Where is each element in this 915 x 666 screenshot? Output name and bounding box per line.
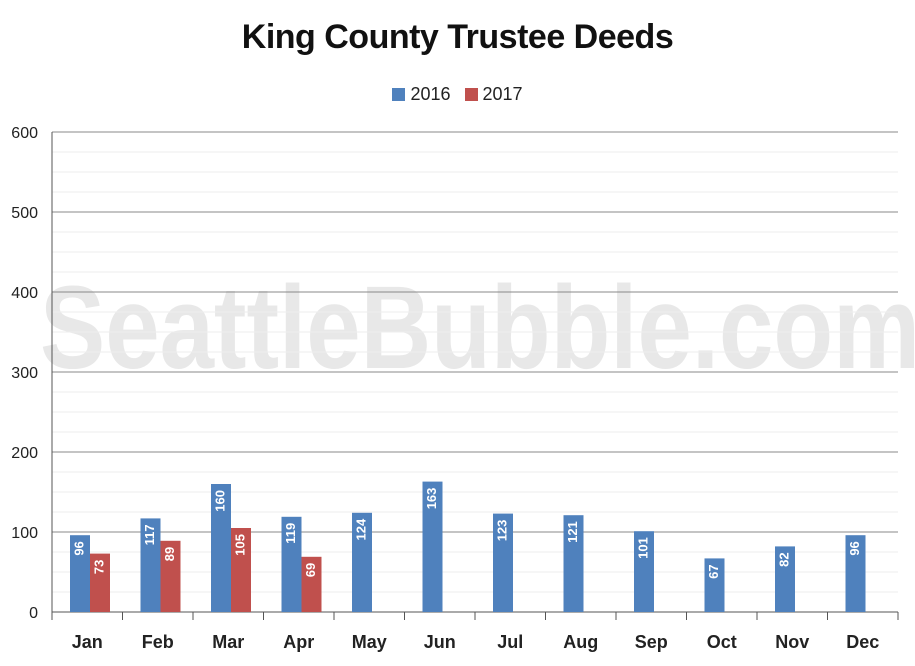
y-tick-label: 600 <box>11 125 38 142</box>
data-label: 73 <box>91 560 106 574</box>
y-tick-label: 300 <box>11 365 38 382</box>
x-tick-label: Sep <box>635 632 668 652</box>
x-tick-label: Nov <box>775 632 809 652</box>
bar-2017-Feb <box>160 540 181 612</box>
data-label: 96 <box>71 541 86 555</box>
data-label: 89 <box>162 547 177 561</box>
bar-2016-Oct <box>704 558 725 612</box>
x-tick-label: Jan <box>72 632 103 652</box>
x-tick-label: Oct <box>707 632 737 652</box>
data-label: 117 <box>142 524 157 545</box>
y-tick-label: 200 <box>11 445 38 462</box>
x-tick-label: Aug <box>563 632 598 652</box>
y-tick-label: 400 <box>11 285 38 302</box>
watermark: SeattleBubble.com <box>40 262 915 394</box>
bar-2016-Sep <box>634 531 654 612</box>
data-label: 67 <box>706 564 721 578</box>
bar-2016-Feb <box>140 518 161 612</box>
data-label: 96 <box>847 541 862 555</box>
x-tick-label: Mar <box>212 632 244 652</box>
legend-swatch-2016 <box>392 88 406 101</box>
bar-2016-Apr <box>281 516 302 612</box>
legend-item-2017: 2017 <box>464 84 523 105</box>
bar-2016-Mar <box>211 484 231 612</box>
data-label: 82 <box>776 552 791 566</box>
legend-swatch-2017 <box>464 88 478 101</box>
x-tick-label: Jul <box>497 632 523 652</box>
bar-2016-Jan <box>70 535 90 612</box>
x-tick-label: May <box>352 632 387 652</box>
x-tick-label: Feb <box>142 632 174 652</box>
bar-2016-Aug <box>563 515 584 612</box>
data-label: 163 <box>424 488 439 510</box>
legend-label-2016: 2016 <box>410 84 451 104</box>
bar-2016-May <box>352 512 372 612</box>
legend-label-2017: 2017 <box>482 84 523 104</box>
data-label: 160 <box>212 490 227 512</box>
bar-2017-Mar <box>231 528 251 612</box>
data-label: 123 <box>494 520 509 542</box>
bar-2017-Jan <box>90 553 110 612</box>
bar-2016-Jul <box>493 513 513 612</box>
x-tick-label: Jun <box>424 632 456 652</box>
data-label: 69 <box>303 563 318 577</box>
data-label: 105 <box>232 534 247 556</box>
y-tick-label: 0 <box>29 605 38 622</box>
x-tick-label: Apr <box>283 632 314 652</box>
data-label: 119 <box>283 523 298 544</box>
legend: 2016 2017 <box>0 84 915 105</box>
bar-2016-Dec <box>845 535 866 612</box>
bar-2016-Nov <box>775 546 795 612</box>
data-label: 124 <box>353 518 368 540</box>
data-label: 121 <box>565 521 580 543</box>
bar-2017-Apr <box>301 556 322 612</box>
chart-title: King County Trustee Deeds <box>241 18 674 56</box>
y-tick-label: 100 <box>11 525 38 542</box>
legend-item-2016: 2016 <box>392 84 451 105</box>
bar-2016-Jun <box>422 481 443 612</box>
y-tick-label: 500 <box>11 205 38 222</box>
x-tick-label: Dec <box>846 632 879 652</box>
data-label: 101 <box>635 537 650 559</box>
